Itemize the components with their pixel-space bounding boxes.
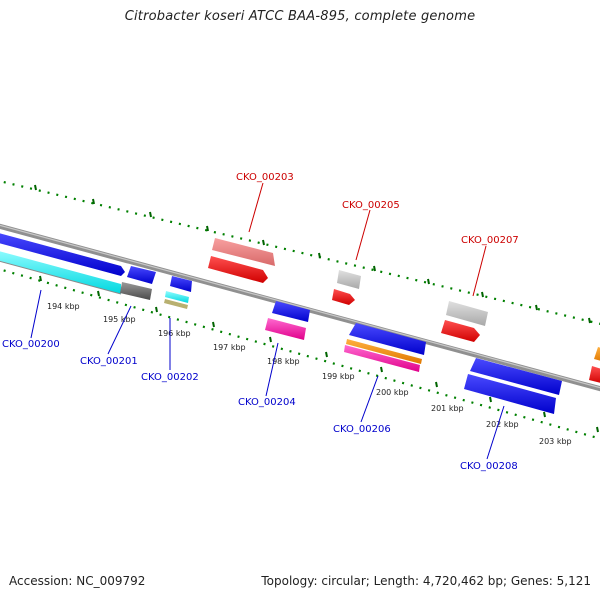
gene-label[interactable]: CKO_00204: [238, 397, 296, 408]
gene-label[interactable]: CKO_00206: [333, 424, 391, 435]
tick-label: 199 kbp: [322, 372, 355, 381]
outer-major-ticks: [34, 184, 591, 324]
gene-labels-forward: CKO_00203 CKO_00205 CKO_00207: [236, 172, 519, 246]
feature-shadow: [0, 260, 122, 295]
forward-leaders: [248, 182, 487, 297]
topology-label: Topology: circular; Length: 4,720,462 bp…: [261, 574, 591, 588]
gene-label[interactable]: CKO_00205: [342, 200, 400, 211]
tick-label: 200 kbp: [376, 388, 409, 397]
backbone-highlight: [0, 224, 600, 389]
gene-feature-blue[interactable]: [349, 323, 426, 355]
tick-label: 197 kbp: [213, 343, 246, 352]
gene-feature-blue[interactable]: [170, 276, 192, 292]
gene-label[interactable]: CKO_00200: [2, 339, 60, 350]
gene-feature-red[interactable]: [332, 289, 355, 305]
gene-feature-gray[interactable]: [120, 282, 152, 300]
tick-label: 195 kbp: [103, 315, 136, 324]
reverse-leaders: [30, 289, 505, 460]
gene-feature-cyan[interactable]: [165, 291, 189, 303]
tick-labels: 194 kbp 195 kbp 196 kbp 197 kbp 198 kbp …: [47, 302, 572, 446]
gene-label[interactable]: CKO_00201: [80, 356, 138, 367]
tick-label: 203 kbp: [539, 437, 572, 446]
gene-label[interactable]: CKO_00203: [236, 172, 294, 183]
tick-label: 202 kbp: [486, 420, 519, 429]
accession-label: Accession: NC_009792: [9, 574, 146, 588]
outer-dotted-ring: [0, 180, 600, 325]
gene-label[interactable]: CKO_00207: [461, 235, 519, 246]
gene-feature-orange[interactable]: [346, 339, 422, 364]
gene-feature-magenta[interactable]: [344, 345, 420, 372]
tick-label: 198 kbp: [267, 357, 300, 366]
gene-feature-red[interactable]: [441, 320, 480, 342]
gene-label[interactable]: CKO_00208: [460, 461, 518, 472]
gene-feature-blue[interactable]: [464, 374, 556, 414]
gene-feature-blue[interactable]: [470, 358, 562, 395]
map-title: Citrobacter koseri ATCC BAA-895, complet…: [124, 9, 476, 24]
gene-feature-orange[interactable]: [594, 347, 600, 362]
gene-label[interactable]: CKO_00202: [141, 372, 199, 383]
gene-feature-blue[interactable]: [0, 232, 125, 276]
gene-feature-blue[interactable]: [272, 301, 310, 322]
inner-major-ticks: [39, 275, 599, 433]
tick-label: 201 kbp: [431, 404, 464, 413]
tick-label: 196 kbp: [158, 329, 191, 338]
gene-feature-magenta[interactable]: [265, 318, 306, 340]
gene-feature-red[interactable]: [208, 256, 268, 283]
tick-label: 194 kbp: [47, 302, 80, 311]
gene-labels-reverse: CKO_00200 CKO_00201 CKO_00202 CKO_00204 …: [2, 339, 518, 472]
gene-feature-cyan[interactable]: [0, 250, 121, 294]
gene-feature-gray[interactable]: [446, 301, 488, 326]
gene-feature-blue[interactable]: [127, 266, 156, 284]
inner-dotted-ring: [0, 268, 600, 440]
gene-feature-red[interactable]: [589, 366, 600, 384]
gene-feature-olive[interactable]: [164, 299, 188, 309]
gene-feature-pink[interactable]: [212, 238, 275, 266]
gene-feature-gray[interactable]: [337, 270, 361, 289]
